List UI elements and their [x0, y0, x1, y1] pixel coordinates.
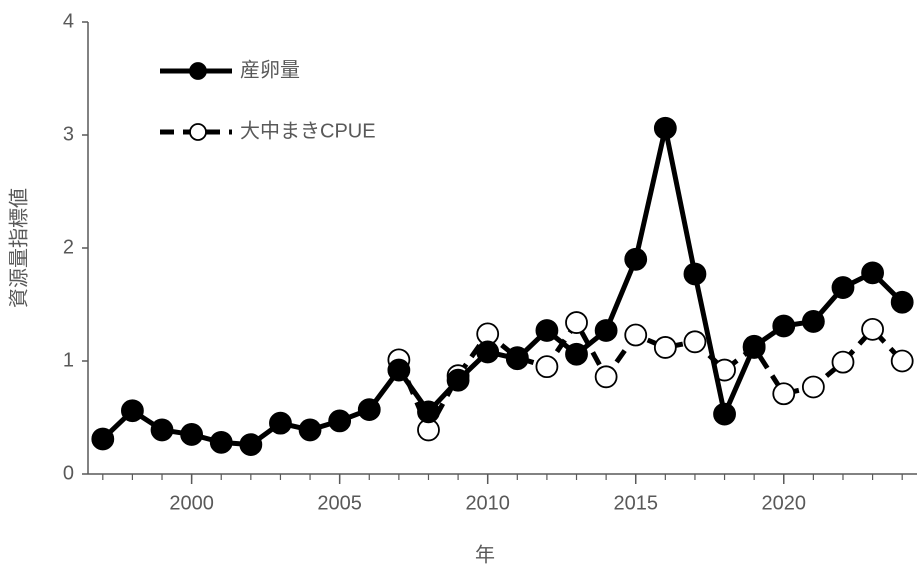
data-point	[239, 433, 263, 457]
x-tick-label: 2005	[317, 492, 362, 514]
y-tick-label: 2	[63, 236, 74, 258]
legend-label: 大中まきCPUE	[240, 119, 376, 142]
data-point	[831, 276, 855, 299]
data-point	[624, 323, 648, 347]
data-point	[772, 382, 796, 406]
data-point	[890, 349, 914, 373]
data-point	[446, 368, 470, 392]
legend-marker	[189, 123, 207, 141]
data-point	[624, 247, 648, 271]
y-tick-label: 1	[63, 349, 74, 371]
data-point	[653, 336, 677, 359]
data-point	[298, 418, 322, 442]
data-point	[328, 409, 352, 433]
data-point	[505, 347, 529, 371]
data-point	[594, 365, 618, 389]
y-tick-label: 3	[63, 123, 74, 145]
data-point	[209, 430, 233, 454]
data-point	[742, 334, 766, 358]
data-point	[357, 398, 381, 421]
data-point	[861, 261, 884, 285]
data-point	[772, 314, 796, 338]
x-tick-label: 2000	[169, 492, 214, 514]
data-point	[683, 330, 707, 354]
y-axis-label: 資源量指標値	[7, 188, 30, 308]
data-point	[180, 423, 204, 446]
y-tick-label: 0	[63, 462, 74, 484]
data-point	[801, 310, 825, 333]
legend-label: 産卵量	[240, 58, 300, 81]
x-tick-label: 2020	[762, 492, 807, 514]
data-point	[683, 262, 707, 286]
data-point	[269, 411, 292, 435]
data-point	[535, 355, 559, 379]
data-point	[387, 358, 411, 382]
data-point	[121, 399, 144, 423]
data-point	[150, 418, 174, 442]
data-point	[801, 375, 825, 399]
data-point	[831, 350, 855, 374]
x-tick-label: 2015	[613, 492, 658, 514]
data-point	[713, 402, 736, 426]
data-point	[565, 311, 588, 334]
data-point	[476, 340, 500, 364]
x-tick-label: 2010	[465, 492, 510, 514]
data-point	[890, 290, 914, 314]
data-point	[565, 342, 588, 366]
y-tick-label: 4	[63, 10, 74, 32]
data-point	[535, 319, 559, 342]
series-line	[396, 320, 905, 433]
data-point	[417, 400, 440, 424]
x-axis-label: 年	[475, 543, 495, 566]
data-point	[91, 427, 115, 451]
data-point	[861, 317, 884, 341]
series-line	[101, 125, 904, 448]
data-point	[594, 319, 618, 342]
data-point	[653, 116, 677, 140]
legend-marker	[189, 62, 207, 80]
